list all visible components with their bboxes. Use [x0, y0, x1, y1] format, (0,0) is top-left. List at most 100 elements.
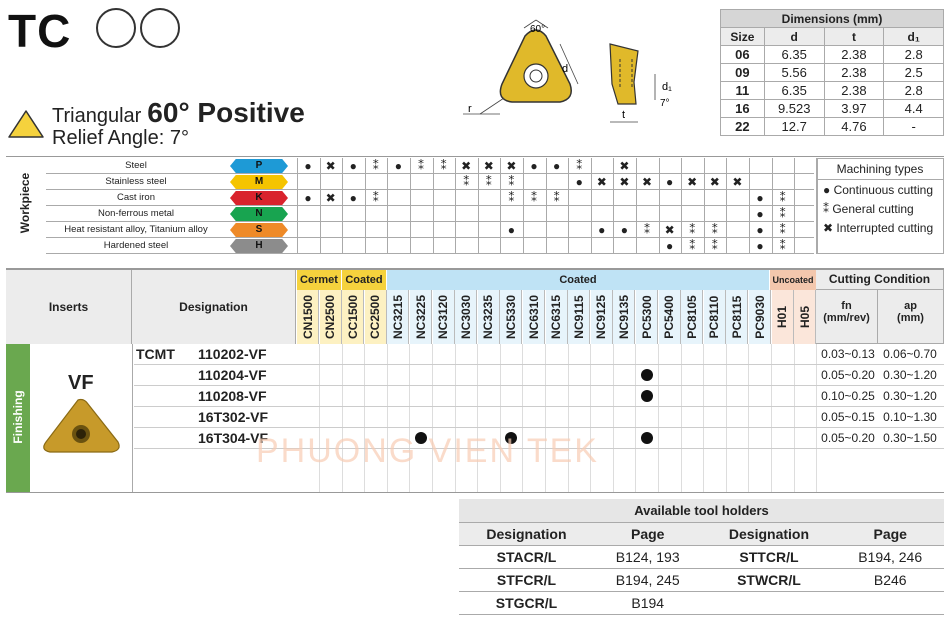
legend-continuous: ● Continuous cutting — [823, 183, 933, 197]
grid-line — [658, 158, 660, 254]
continuous-cutting-icon: ● — [756, 223, 764, 237]
dimension-cell: 2.8 — [883, 81, 944, 100]
workpiece-row: Hardened steel H — [46, 238, 814, 254]
grid-line — [703, 158, 705, 254]
workpiece-row: Heat resistant alloy, Titanium alloy S — [46, 222, 814, 238]
holder-page: B124, 193 — [593, 545, 702, 569]
grade-label: PC9030 — [752, 295, 767, 339]
designation-code: 110202-VF — [198, 346, 267, 362]
coated-group-1: Coated — [342, 270, 386, 290]
workpiece-name: Heat resistant alloy, Titanium alloy — [64, 224, 208, 235]
continuous-cutting-icon: ● — [665, 175, 674, 189]
continuous-cutting-icon: ● — [756, 239, 764, 253]
holder-designation — [701, 591, 837, 615]
legend-title: Machining types — [817, 159, 943, 180]
grid-line — [771, 158, 773, 254]
general-cutting-icon: ⁑ — [508, 191, 515, 205]
workpiece-row: Non-ferrous metal N — [46, 206, 814, 222]
continuous-cutting-icon: ● — [349, 191, 357, 205]
grade-label: CN1500 — [300, 294, 315, 340]
grade-label: H05 — [797, 305, 812, 329]
continuous-cutting-icon: ● — [756, 191, 764, 205]
grade-label: NC3235 — [481, 294, 496, 340]
interrupted-cutting-icon: ✖ — [619, 159, 630, 173]
continuous-cutting-icon: ● — [665, 239, 674, 253]
ap-value: 0.30~1.20 — [883, 389, 937, 403]
interrupted-cutting-icon: ✖ — [596, 175, 607, 189]
grade-pc5400-header: PC5400 — [658, 290, 681, 344]
series-circle-icon — [96, 8, 136, 48]
general-cutting-icon: ⁑ — [689, 239, 696, 253]
grade-label: NC6315 — [549, 294, 564, 340]
series-title: TC — [8, 5, 72, 57]
general-cutting-icon: ⁑ — [779, 207, 786, 221]
general-cutting-icon: ⁑ — [779, 191, 786, 205]
holder-page: B194, 246 — [836, 545, 944, 569]
ap-value: 0.30~1.20 — [883, 368, 937, 382]
interrupted-cutting-icon: ✖ — [325, 159, 336, 173]
iso-h-badge: H — [230, 239, 288, 253]
uncoated-group: Uncoated — [770, 270, 816, 290]
continuous-cutting-icon: ● — [598, 223, 606, 237]
iso-m-badge: M — [230, 175, 288, 189]
holder-page: B194 — [593, 591, 702, 615]
workpiece-row: Steel P — [46, 158, 814, 174]
legend-interrupted: ✖ Interrupted cutting — [823, 221, 934, 235]
grade-label: NC9135 — [616, 294, 631, 340]
dimensions-column-header: t — [823, 27, 885, 46]
grade-label: NC5330 — [503, 294, 518, 340]
grid-line — [387, 158, 389, 254]
shape-title: Triangular 60° Positive — [52, 97, 305, 129]
size-cell: 16 — [720, 99, 765, 118]
grid-line — [793, 344, 795, 492]
grid-line — [432, 158, 434, 254]
general-cutting-icon: ⁑ — [508, 175, 515, 189]
grade-label: NC9125 — [594, 294, 609, 340]
ap-value: 0.10~1.30 — [883, 410, 937, 424]
holder-page — [836, 591, 944, 615]
general-cutting-icon: ⁑ — [372, 159, 379, 173]
interrupted-cutting-icon: ✖ — [709, 175, 720, 189]
grade-cc2500-header: CC2500 — [364, 290, 387, 344]
dimension-cell: 2.5 — [883, 63, 944, 82]
size-cell: 09 — [720, 63, 765, 82]
general-cutting-icon: ⁑ — [711, 223, 718, 237]
grid-line — [681, 158, 683, 254]
general-cutting-icon: ⁑ — [440, 159, 447, 173]
continuous-cutting-icon: ● — [304, 159, 312, 173]
grid-line — [658, 344, 659, 492]
diagram-relief-label: 7° — [660, 98, 670, 109]
insert-row: 110204-VF 0.05~0.20 0.30~1.20 — [134, 365, 944, 386]
grade-nc6310-header: NC6310 — [523, 290, 545, 344]
continuous-cutting-icon: ● — [507, 223, 516, 237]
grid-line — [319, 344, 320, 492]
ap-value: 0.06~0.70 — [883, 347, 937, 361]
grid-line — [545, 344, 546, 492]
grade-nc6315-header: NC6315 — [545, 290, 568, 344]
continuous-cutting-icon: ● — [349, 159, 357, 173]
grid-line — [816, 344, 818, 492]
vf-insert-image — [43, 398, 120, 453]
grid-line — [567, 344, 569, 492]
grid-line — [794, 158, 796, 254]
grade-label: PC8110 — [707, 295, 722, 339]
machining-types-legend: Machining types ● Continuous cutting ⁑ G… — [816, 158, 944, 254]
grade-pc8105-header: PC8105 — [681, 290, 704, 344]
grade-h01-header: H01 — [771, 290, 794, 344]
insert-row: 110202-VF 0.03~0.13 0.06~0.70 — [134, 344, 944, 365]
grid-line — [341, 344, 343, 492]
grid-line — [816, 158, 818, 254]
iso-p-badge: P — [230, 159, 288, 173]
grade-pc8110-header: PC8110 — [703, 290, 726, 344]
grid-line — [342, 158, 344, 254]
grade-cn1500-header: CN1500 — [297, 290, 319, 344]
general-cutting-icon: ⁑ — [418, 159, 424, 173]
grid-line — [568, 158, 570, 254]
grid-line — [749, 158, 750, 254]
grade-nc5330-header: NC5330 — [500, 290, 523, 344]
grade-nc3225-header: NC3225 — [410, 290, 432, 344]
workpiece-name: Hardened steel — [103, 240, 169, 251]
grid-line — [748, 344, 750, 492]
insert-row: 16T302-VF 0.05~0.15 0.10~1.30 — [134, 407, 944, 428]
workpiece-label: Workpiece — [18, 172, 32, 234]
